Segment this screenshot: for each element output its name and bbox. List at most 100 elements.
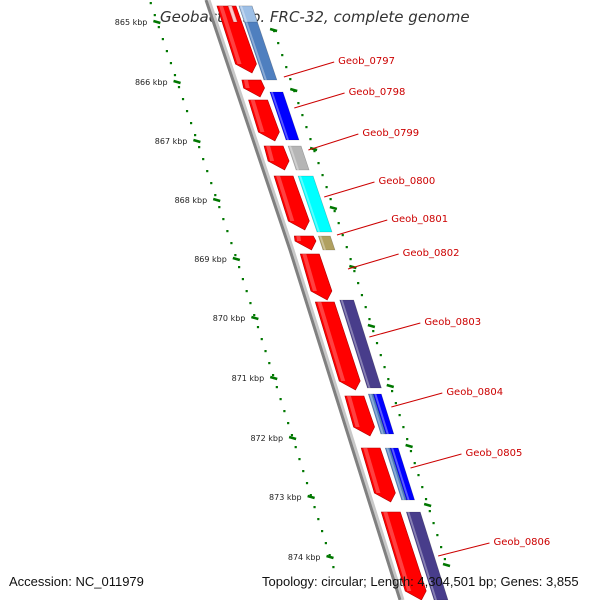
gene-leader-line (308, 133, 359, 151)
outer-tick-scale-dot (264, 350, 267, 353)
kbp-label: 874 kbp (288, 553, 321, 562)
gene-label: Geob_0802 (403, 248, 460, 259)
outer-tick-scale-dot (271, 374, 275, 377)
inner-tick-scale-dot (402, 426, 405, 429)
inner-major-tick (386, 383, 395, 389)
backbone-line (204, 0, 402, 600)
arrow-highlight (302, 254, 317, 291)
outer-tick-scale-dot (234, 254, 237, 257)
kbp-major-tick (153, 19, 161, 25)
gene-label: Geob_0797 (338, 56, 395, 67)
inner-major-tick (423, 502, 432, 508)
feature-highlight (386, 448, 405, 500)
inner-tick-scale-dot (394, 402, 397, 405)
outer-tick-scale-dot (210, 182, 213, 185)
feature-highlight (369, 394, 384, 434)
outer-tick-scale-dot (245, 290, 248, 293)
inner-major-tick (442, 562, 451, 568)
kbp-major-tick (232, 256, 241, 262)
outer-tick-scale-dot (181, 98, 185, 101)
inner-tick-scale-dot (305, 126, 308, 129)
kbp-label: 866 kbp (135, 78, 168, 87)
inner-tick-scale-dot (424, 498, 428, 501)
outer-tick-scale-dot (283, 410, 286, 413)
outer-tick-scale-dot (249, 302, 252, 305)
outer-tick-scale-dot (189, 122, 193, 125)
gene-leader-line (438, 542, 490, 557)
inner-tick-scale-dot (321, 174, 324, 177)
outer-tick-scale-dot (241, 278, 244, 281)
inner-tick-scale-dot (281, 54, 284, 57)
kbp-major-tick (307, 494, 315, 500)
inner-major-tick (329, 205, 338, 211)
outer-tick-scale-dot (194, 134, 197, 137)
inner-tick-scale-dot (421, 486, 424, 489)
inner-tick-scale-dot (417, 474, 420, 477)
outer-tick-scale-dot (157, 26, 160, 29)
inner-tick-scale-dot (413, 462, 416, 465)
outer-tick-scale-dot (198, 146, 201, 149)
feature-highlight (299, 176, 320, 232)
outer-tick-scale-dot (169, 62, 173, 65)
gene-feature (227, 5, 238, 23)
outer-tick-scale-dot (302, 470, 305, 473)
inner-tick-scale-dot (436, 534, 439, 537)
arrow-highlight (276, 176, 295, 221)
inner-tick-scale-dot (341, 234, 344, 237)
inner-tick-scale-dot (398, 414, 401, 417)
kbp-label: 873 kbp (269, 493, 302, 502)
kbp-major-tick (212, 197, 221, 203)
kbp-label: 867 kbp (155, 137, 188, 146)
inner-tick-scale-dot (345, 246, 348, 249)
arrow-highlight (219, 6, 242, 64)
outer-tick-scale-dot (185, 110, 189, 113)
outer-tick-scale-dot (161, 38, 164, 41)
inner-tick-scale-dot (387, 378, 390, 381)
outer-tick-scale-dot (177, 86, 181, 89)
inner-major-tick (309, 146, 318, 152)
gene-label: Geob_0800 (378, 176, 435, 187)
inner-tick-scale-dot (289, 78, 292, 81)
inner-tick-scale-dot (372, 330, 375, 333)
kbp-label: 869 kbp (194, 255, 227, 264)
outer-tick-scale-dot (313, 506, 316, 509)
outer-tick-scale-dot (332, 566, 335, 569)
gene-feature (238, 5, 258, 23)
inner-tick-scale-dot (325, 186, 328, 189)
inner-tick-scale-dot (277, 42, 280, 45)
inner-tick-scale-dot (333, 210, 336, 213)
inner-tick-scale-dot (353, 270, 356, 273)
kbp-major-tick (173, 79, 181, 85)
inner-tick-scale-dot (440, 546, 443, 549)
inner-tick-scale-dot (357, 282, 360, 285)
gene-leader-line (410, 453, 462, 469)
outer-tick-scale (149, 2, 335, 569)
outer-tick-scale-dot (173, 74, 177, 77)
outer-tick-scale-dot (309, 494, 312, 497)
gene-feature (372, 393, 395, 435)
feature-highlight (340, 300, 371, 388)
arrow-highlight (296, 236, 301, 241)
inner-tick-scale-dot (360, 294, 364, 297)
outer-tick-scale-dot (290, 434, 294, 437)
inner-tick-scale-dot (375, 342, 379, 345)
gene-feature (297, 175, 333, 233)
gene-leader-line (283, 61, 335, 78)
inner-major-tick (269, 27, 278, 33)
gene-label: Geob_0799 (362, 128, 419, 139)
kbp-major-tick (288, 435, 297, 441)
feature-highlight (240, 6, 248, 22)
inner-tick-scale-dot (443, 558, 446, 561)
inner-tick-scale-dot (317, 162, 320, 165)
outer-tick-scale-dot (268, 362, 271, 365)
gene-label: Geob_0801 (391, 214, 448, 225)
arrow-highlight (363, 448, 381, 493)
outer-tick-scale-dot (206, 170, 209, 173)
inner-tick-scale-dot (409, 450, 413, 453)
inner-tick-scale-dot (301, 114, 304, 117)
kbp-major-tick (326, 554, 334, 560)
gene-label: Geob_0806 (493, 537, 550, 548)
inner-tick-scale-dot (337, 222, 340, 225)
inner-tick-scale-dot (432, 522, 435, 525)
